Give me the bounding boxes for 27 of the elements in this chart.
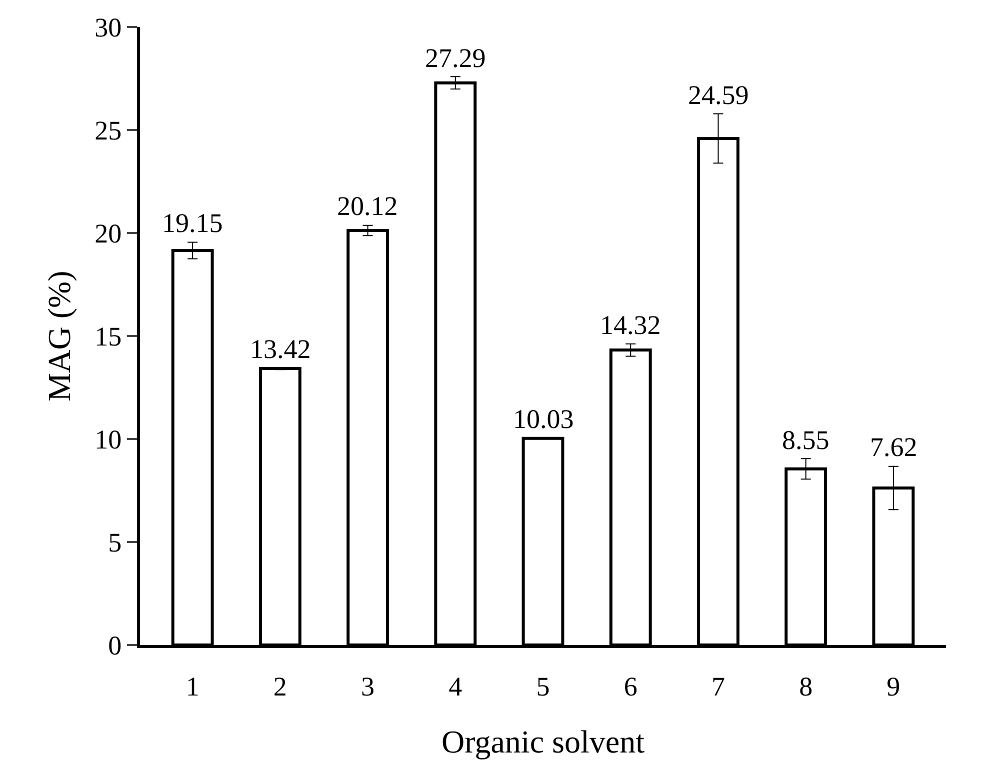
y-tick-label: 20 [94, 218, 122, 248]
x-tick-label: 6 [624, 671, 638, 702]
x-tick-label: 8 [799, 671, 813, 702]
data-label: 10.03 [513, 404, 574, 434]
x-tick-label: 7 [711, 671, 725, 702]
x-tick-label: 3 [361, 671, 375, 702]
data-label: 13.42 [250, 334, 311, 364]
x-tick-label: 1 [186, 671, 200, 702]
x-tick-label: 4 [448, 671, 463, 702]
y-tick-label: 0 [108, 630, 122, 660]
y-tick-label: 10 [94, 424, 122, 454]
x-tick-label: 5 [536, 671, 550, 702]
y-tick-label: 30 [94, 12, 122, 42]
data-label: 20.12 [337, 191, 398, 221]
data-label: 24.59 [688, 80, 749, 110]
y-tick-label: 5 [108, 527, 122, 558]
y-tick-label: 15 [94, 321, 122, 352]
data-label: 14.32 [600, 310, 661, 340]
x-tick-label: 2 [273, 671, 287, 702]
x-tick-label: 9 [886, 671, 900, 702]
data-label: 19.15 [162, 208, 223, 238]
x-axis-title: Organic solvent [442, 723, 645, 760]
y-tick-label: 25 [94, 115, 122, 146]
y-axis-title: MAG (%) [40, 270, 77, 402]
data-label: 27.29 [425, 43, 486, 73]
data-label: 8.55 [782, 425, 830, 455]
data-label: 7.62 [870, 432, 918, 462]
